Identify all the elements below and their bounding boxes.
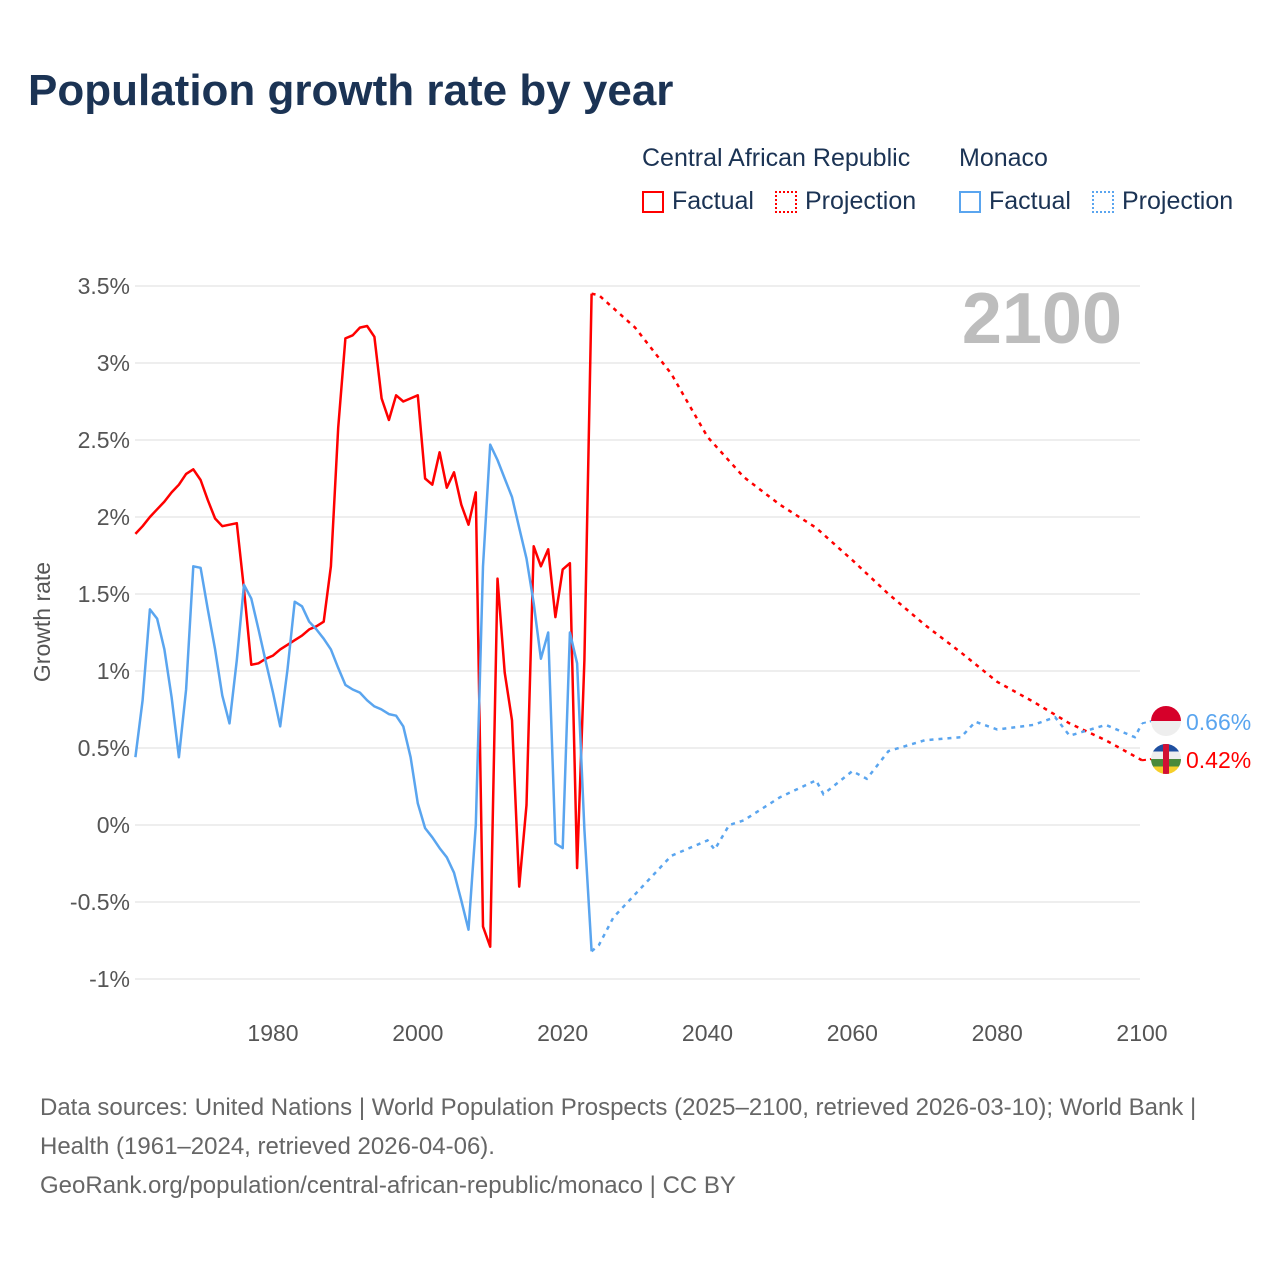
legend-label: Projection	[1122, 187, 1234, 215]
y-tick-label: 0%	[97, 812, 130, 838]
car-projection-line	[591, 292, 1143, 762]
x-tick-label: 2000	[392, 1020, 443, 1046]
car-factual-line	[134, 293, 593, 948]
footer: Data sources: United Nations | World Pop…	[40, 1088, 1240, 1205]
footer-link[interactable]: GeoRank.org/population/central-african-r…	[40, 1172, 736, 1199]
x-tick-label: 2040	[682, 1020, 733, 1046]
y-tick-label: 3%	[97, 350, 130, 376]
swatch-dotted-icon	[775, 190, 797, 213]
y-tick-label: 1%	[97, 658, 130, 684]
swatch-solid-icon	[959, 190, 981, 213]
legend-label: Factual	[989, 187, 1071, 215]
y-tick-label: -0.5%	[70, 889, 130, 915]
y-tick-label: 0.5%	[78, 735, 130, 761]
legend-car-factual[interactable]: Factual	[642, 187, 754, 216]
x-tick-label: 2080	[972, 1020, 1023, 1046]
y-tick-label: 2.5%	[78, 427, 130, 453]
legend-group-monaco: Monaco	[959, 144, 1048, 172]
x-tick-label: 2060	[827, 1020, 878, 1046]
monaco-projection-line	[590, 715, 1144, 953]
legend-group-car: Central African Republic	[642, 144, 911, 172]
y-tick-label: -1%	[89, 966, 130, 992]
legend-monaco-factual[interactable]: Factual	[959, 187, 1071, 216]
car-flag-icon	[1151, 744, 1181, 774]
x-tick-label: 1980	[247, 1020, 298, 1046]
y-tick-label: 3.5%	[78, 273, 130, 299]
monaco-connector	[1141, 720, 1153, 725]
legend-label: Projection	[805, 187, 917, 215]
y-tick-label: 1.5%	[78, 581, 130, 607]
x-tick-label: 2100	[1116, 1020, 1167, 1046]
x-tick-label: 2020	[537, 1020, 588, 1046]
y-tick-label: 2%	[97, 504, 130, 530]
chart-title: Population growth rate by year	[28, 66, 674, 115]
legend-label: Factual	[672, 187, 754, 215]
monaco-end-value: 0.66%	[1186, 709, 1251, 735]
swatch-dotted-icon	[1092, 190, 1114, 213]
car-end-value: 0.42%	[1186, 747, 1251, 773]
car-connector	[1141, 758, 1153, 762]
monaco-factual-line	[134, 443, 593, 952]
monaco-flag-icon	[1151, 706, 1181, 736]
y-axis-label: Growth rate	[29, 562, 55, 682]
legend-car-projection[interactable]: Projection	[775, 187, 916, 216]
footer-sources: Data sources: United Nations | World Pop…	[40, 1094, 1197, 1160]
year-marker: 2100	[962, 279, 1122, 359]
legend-monaco-projection[interactable]: Projection	[1092, 187, 1233, 216]
swatch-solid-icon	[642, 190, 664, 213]
